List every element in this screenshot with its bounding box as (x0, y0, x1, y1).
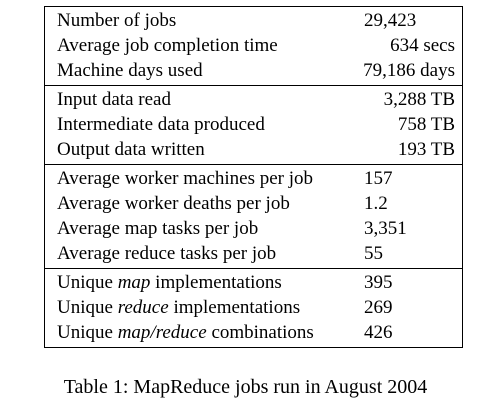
row-label: Average worker machines per job (57, 168, 314, 189)
row-value: 3,351 (364, 218, 407, 239)
row-label: Output data written (57, 139, 205, 160)
row-value: 193 TB (397, 139, 455, 160)
table-row: Output data written 193 TB (45, 137, 462, 162)
row-value: 157 (364, 168, 393, 189)
row-value: 79,186 days (363, 60, 455, 81)
table-group: Input data read 3,288 TB Intermediate data… (45, 85, 462, 164)
row-label: Input data read (57, 89, 171, 110)
row-value: 29,423 (364, 10, 417, 31)
row-value: 55 (364, 243, 383, 264)
row-label: Average worker deaths per job (57, 193, 290, 214)
row-label: Average map tasks per job (57, 218, 259, 239)
row-label: Intermediate data produced (57, 114, 265, 135)
row-label: Unique map implementations (57, 272, 282, 293)
table-group: Number of jobs 29,423 Average job completi… (45, 7, 462, 85)
table-row: Machine days used 79,186 days (45, 58, 462, 83)
row-label: Average reduce tasks per job (57, 243, 277, 264)
table-row: Average reduce tasks per job 55 (45, 241, 462, 266)
row-value: 758 TB (397, 114, 455, 135)
table-group: Average worker machines per job 157 Averag… (45, 164, 462, 268)
row-value: 395 (364, 272, 393, 293)
table-row: Input data read 3,288 TB (45, 87, 462, 112)
table-row: Average map tasks per job 3,351 (45, 216, 462, 241)
stats-table: Number of jobs 29,423 Average job completi… (44, 6, 463, 348)
table-row: Unique reduce implementations 269 (45, 295, 462, 320)
table-group: Unique map implementations 395 Unique redu… (45, 268, 462, 347)
table-row: Intermediate data produced 758 TB (45, 112, 462, 137)
row-value: 1.2 (364, 193, 388, 214)
row-value: 269 (364, 297, 393, 318)
row-value: 634 secs (390, 35, 455, 56)
row-label: Average job completion time (57, 35, 278, 56)
table-row: Average worker deaths per job 1.2 (45, 191, 462, 216)
row-value: 3,288 TB (383, 89, 455, 110)
table-row: Unique map/reduce combinations 426 (45, 320, 462, 345)
table-row: Average job completion time 634 secs (45, 33, 462, 58)
table-row: Average worker machines per job 157 (45, 166, 462, 191)
row-label: Unique map/reduce combinations (57, 322, 314, 343)
row-label: Number of jobs (57, 10, 177, 31)
row-value: 426 (364, 322, 393, 343)
table-row: Unique map implementations 395 (45, 270, 462, 295)
table-caption: Table 1: MapReduce jobs run in August 20… (63, 376, 428, 398)
table-row: Number of jobs 29,423 (45, 8, 462, 33)
row-label: Unique reduce implementations (57, 297, 301, 318)
row-label: Machine days used (57, 60, 203, 81)
